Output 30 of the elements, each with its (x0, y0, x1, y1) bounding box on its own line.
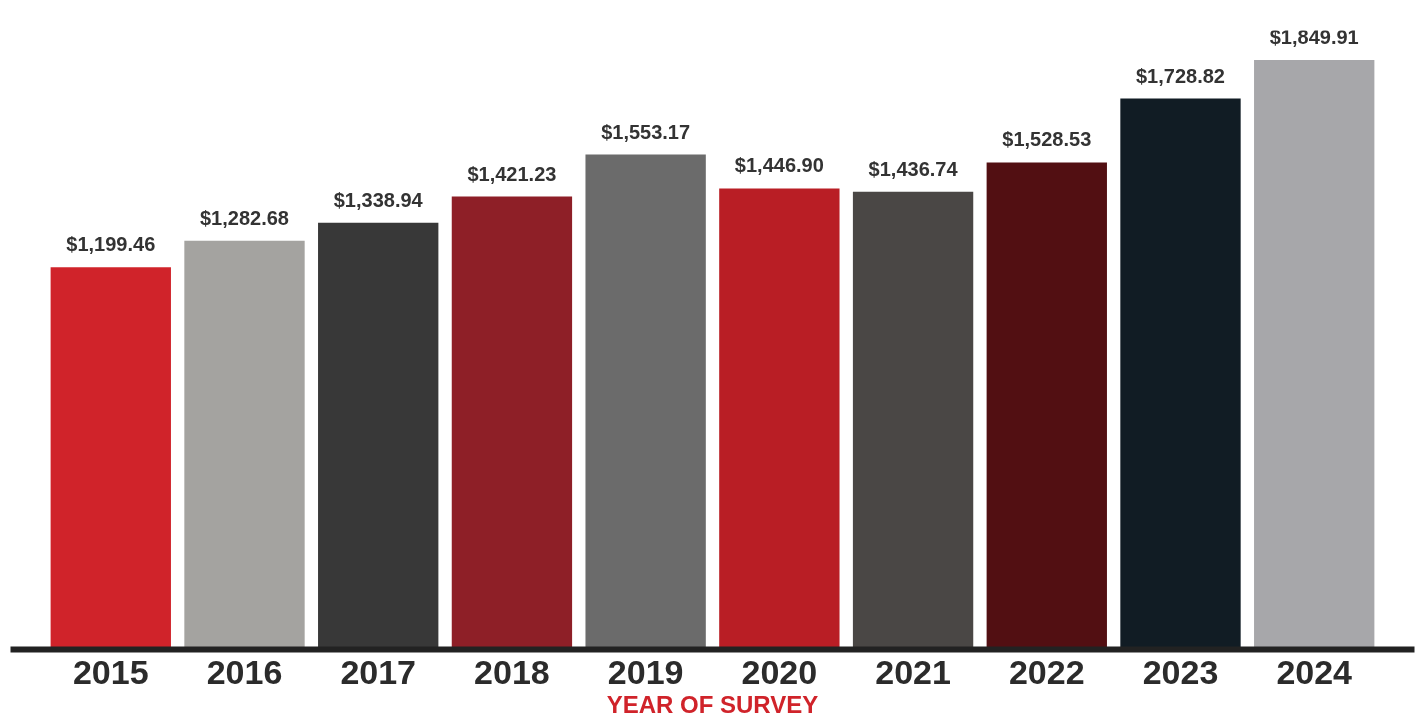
bar (719, 188, 840, 650)
x-tick-label: 2023 (1142, 652, 1219, 691)
data-label: $1,528.53 (1002, 128, 1092, 151)
x-tick-label: 2015 (72, 652, 149, 691)
data-label: $1,421.23 (467, 162, 557, 185)
x-tick-label: 2024 (1276, 652, 1353, 691)
x-tick-label: 2016 (206, 652, 283, 691)
x-tick-label: 2022 (1008, 652, 1085, 691)
data-label: $1,282.68 (200, 206, 289, 229)
data-label: $1,338.94 (333, 188, 424, 211)
data-label: $1,199.46 (66, 233, 156, 256)
data-label: $1,553.17 (601, 120, 691, 143)
bar (50, 267, 171, 650)
x-tick-label: 2020 (741, 652, 818, 691)
bar (852, 191, 974, 650)
x-axis-title: YEAR OF SURVEY (606, 690, 819, 718)
x-tick-label: 2019 (607, 652, 684, 691)
bar (318, 222, 439, 650)
data-label: $1,436.74 (868, 157, 959, 180)
bar (585, 154, 706, 650)
x-tick-label: 2017 (340, 652, 417, 691)
x-tick-label: 2018 (474, 652, 550, 691)
bar (451, 196, 573, 650)
bar (184, 240, 305, 650)
bar (1120, 98, 1241, 650)
x-tick-label: 2021 (875, 652, 951, 691)
bar (1254, 59, 1375, 650)
data-label: $1,728.82 (1136, 64, 1225, 87)
data-label: $1,446.90 (734, 154, 824, 177)
bar (986, 162, 1107, 650)
